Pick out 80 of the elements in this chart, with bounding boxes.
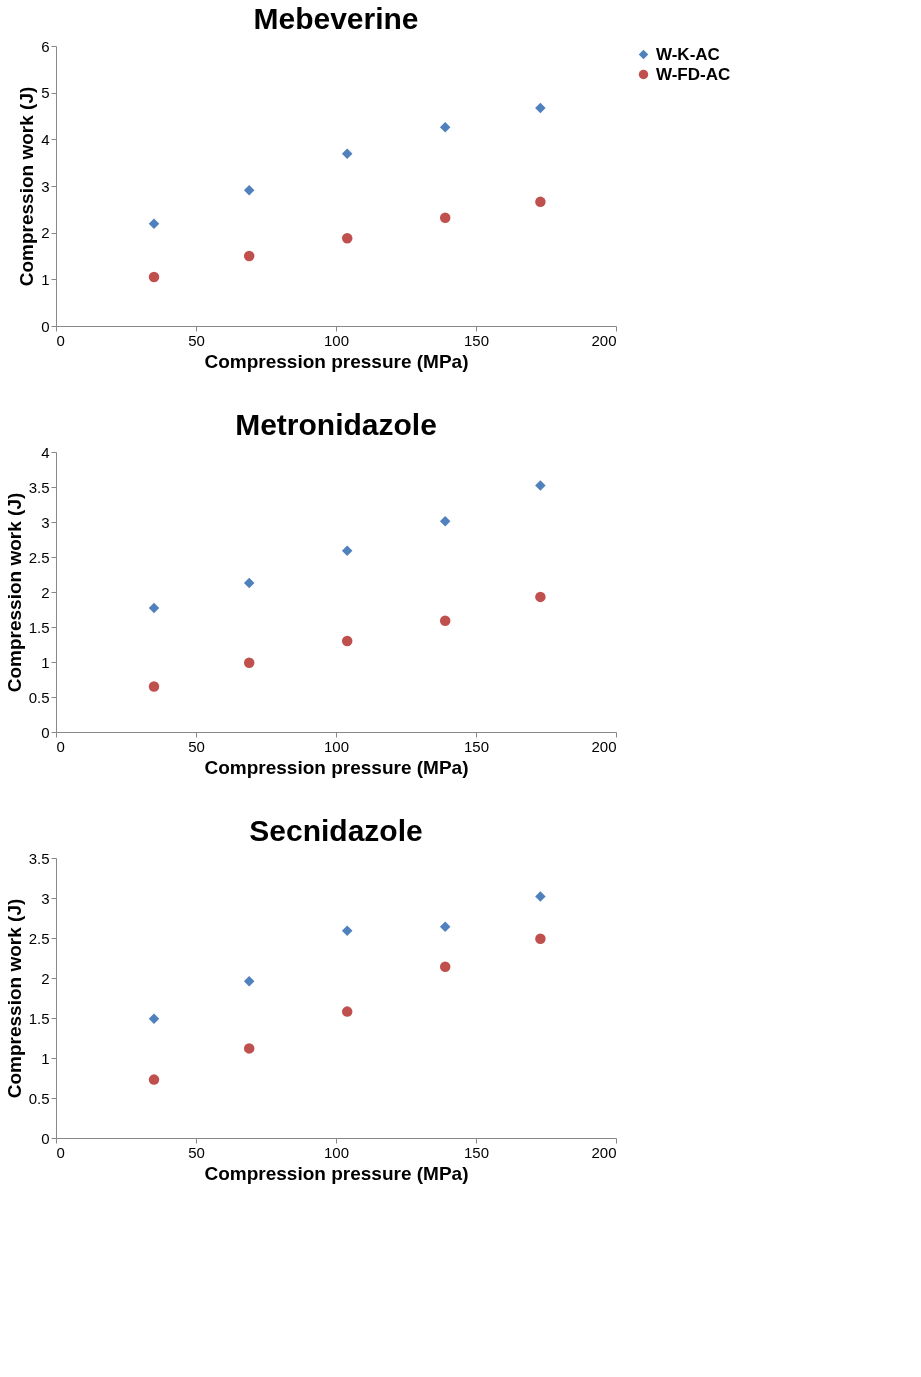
legend-label: W-K-AC <box>656 44 720 64</box>
y-tick-label: 1.5 <box>28 1009 50 1027</box>
chart-title: Secnidazole <box>249 814 423 847</box>
x-tick-label: 150 <box>463 331 490 349</box>
point <box>535 891 546 902</box>
point <box>148 1013 160 1025</box>
point <box>243 1043 255 1054</box>
y-axis-title: Compression work (J) <box>3 492 25 693</box>
point <box>341 1006 353 1017</box>
point <box>535 933 546 945</box>
y-tick-label: 3.5 <box>28 849 50 867</box>
y-tick-label: 4 <box>41 443 50 461</box>
point <box>439 516 451 527</box>
y-tick-label: 1.5 <box>28 618 50 636</box>
x-tick-label: 0 <box>56 1143 65 1161</box>
point <box>341 635 353 647</box>
x-tick-label: 100 <box>323 737 350 755</box>
point <box>341 925 353 937</box>
y-tick-label: 1 <box>41 653 50 671</box>
point <box>148 681 160 692</box>
legend-label: W-FD-AC <box>656 64 731 84</box>
point <box>439 921 451 933</box>
x-tick-label: 100 <box>323 331 350 349</box>
y-tick-label: 1 <box>41 270 50 288</box>
y-tick-label: 0 <box>41 1129 50 1147</box>
chart-title: Mebeverine <box>253 2 419 35</box>
x-tick-label: 150 <box>463 737 490 755</box>
y-tick-label: 2.5 <box>28 929 50 947</box>
point <box>439 212 451 223</box>
x-tick-label: 200 <box>591 1143 617 1161</box>
x-tick-label: 0 <box>56 737 65 755</box>
point <box>439 961 451 973</box>
x-axis-title: Compression pressure (MPa) <box>204 350 469 372</box>
point <box>148 1074 160 1085</box>
point <box>243 250 255 262</box>
y-tick-label: 3.5 <box>28 478 50 496</box>
y-tick-label: 3 <box>41 177 50 195</box>
x-tick-label: 200 <box>591 737 617 755</box>
x-axis-title: Compression pressure (MPa) <box>204 1162 469 1184</box>
point <box>148 218 160 230</box>
y-tick-label: 0 <box>41 723 50 741</box>
y-tick-label: 3 <box>41 513 50 531</box>
chart-title: Metronidazole <box>235 408 437 441</box>
point <box>439 121 451 133</box>
y-tick-label: 2 <box>41 969 50 987</box>
y-axis-title: Compression work (J) <box>3 898 25 1099</box>
point <box>148 602 160 614</box>
y-tick-label: 2 <box>41 224 50 242</box>
point <box>535 196 546 208</box>
x-tick-label: 0 <box>56 331 65 349</box>
point <box>439 615 451 626</box>
point <box>341 545 353 556</box>
x-tick-label: 200 <box>591 331 617 349</box>
y-tick-label: 6 <box>41 37 50 55</box>
y-axis-title: Compression work (J) <box>16 86 38 287</box>
y-tick-label: 0.5 <box>28 1089 50 1107</box>
point <box>535 591 546 603</box>
point <box>341 148 353 160</box>
y-tick-label: 1 <box>41 1049 50 1067</box>
y-tick-label: 5 <box>41 84 50 102</box>
point <box>243 184 255 196</box>
point <box>148 271 160 283</box>
y-tick-label: 3 <box>41 889 50 907</box>
point <box>243 577 255 589</box>
point <box>243 975 255 987</box>
y-tick-label: 0.5 <box>28 688 50 706</box>
y-tick-label: 2.5 <box>28 548 50 566</box>
point <box>341 233 353 244</box>
point <box>535 102 546 114</box>
y-tick-label: 0 <box>41 317 50 335</box>
point <box>535 480 546 491</box>
x-tick-label: 50 <box>188 737 205 755</box>
x-axis-title: Compression pressure (MPa) <box>204 756 469 778</box>
x-tick-label: 100 <box>323 1143 350 1161</box>
point <box>243 657 255 668</box>
x-tick-label: 50 <box>188 331 205 349</box>
x-tick-label: 150 <box>463 1143 490 1161</box>
y-tick-label: 2 <box>41 583 50 601</box>
y-tick-label: 4 <box>41 130 50 148</box>
x-tick-label: 50 <box>188 1143 205 1161</box>
